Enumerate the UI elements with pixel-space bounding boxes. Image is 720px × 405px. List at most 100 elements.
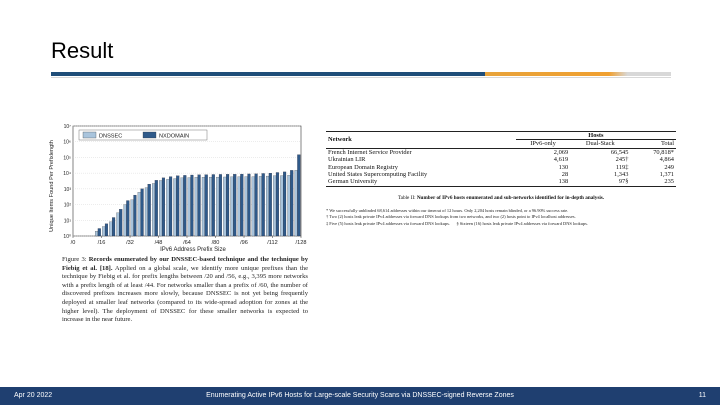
bar-nxdomain: [140, 188, 144, 237]
bar-dnssec: [102, 226, 106, 237]
x-tick-label: /32: [126, 240, 134, 246]
figure-caption: Figure 3: Records enumerated by our DNSS…: [62, 256, 308, 325]
chart-bars: [95, 154, 301, 237]
footer-page-number: 11: [698, 392, 706, 399]
x-tick-label: /48: [155, 240, 163, 246]
bar-dnssec: [137, 192, 141, 237]
bar-nxdomain: [147, 184, 151, 237]
bar-dnssec: [230, 176, 234, 237]
footer-title: Enumerating Active IPv6 Hosts for Large-…: [206, 392, 514, 399]
table-row: Ukrainian LIR 4,619 245† 4,864: [326, 156, 676, 163]
bar-dnssec: [294, 170, 298, 237]
bar-dnssec: [152, 183, 156, 237]
cell-network: German University: [328, 178, 378, 186]
footnote: † Two (2) hosts leak private IPv4 addres…: [326, 214, 576, 220]
caption-body: Applied on a global scale, we identify m…: [62, 264, 308, 324]
cell-network: French Internet Service Provider: [328, 148, 412, 156]
cell-dual-stack: 119‡: [615, 163, 629, 171]
table-caption-bold: Number of IPv6 hosts enumerated and sub-…: [416, 194, 605, 201]
bar-nxdomain: [169, 176, 173, 237]
cell-ipv6-only: 130: [558, 163, 569, 171]
header-network: Network: [328, 136, 352, 144]
caption-lead: Figure 3:: [62, 256, 89, 263]
bar-dnssec: [187, 177, 191, 237]
bar-nxdomain: [197, 174, 201, 237]
cell-network: European Domain Registry: [328, 163, 398, 171]
title-divider-shadow: [51, 77, 671, 78]
bar-dnssec: [130, 199, 134, 237]
cell-dual-stack: 66,545: [610, 148, 629, 156]
title-divider: [51, 72, 671, 76]
y-axis-label: Unique Items Found Per Prefixlength: [49, 140, 55, 232]
bar-dnssec: [223, 176, 227, 237]
bar-dnssec: [116, 212, 120, 237]
bar-dnssec: [109, 221, 113, 237]
cell-total: 249: [664, 163, 674, 171]
bar-dnssec: [194, 177, 198, 237]
bar-nxdomain: [247, 173, 251, 237]
bar-nxdomain: [211, 174, 215, 237]
y-tick-label: 10²: [64, 203, 72, 209]
bar-dnssec: [280, 175, 284, 237]
bar-nxdomain: [261, 173, 265, 237]
y-tick-label: 10¹: [64, 218, 72, 224]
cell-network: United States Supercomputing Facility: [328, 171, 428, 179]
bar-dnssec: [180, 177, 184, 237]
bar-nxdomain: [176, 175, 180, 237]
bar-dnssec: [216, 176, 220, 237]
bar-nxdomain: [133, 194, 137, 237]
x-tick-label: /96: [240, 240, 248, 246]
bar-nxdomain: [154, 180, 158, 237]
bar-nxdomain: [297, 154, 301, 237]
x-tick-label: /0: [71, 240, 76, 246]
bar-nxdomain: [268, 173, 272, 237]
bar-nxdomain: [119, 209, 123, 237]
footer-bar: Apr 20 2022 Enumerating Active IPv6 Host…: [0, 387, 720, 405]
y-tick-label: 10⁷: [64, 124, 72, 130]
y-tick-label: 10⁶: [63, 140, 71, 146]
x-tick-label: /16: [98, 240, 106, 246]
bar-nxdomain: [218, 174, 222, 237]
caption-bold: Records enumerated by our DNSSEC-based t…: [62, 256, 308, 272]
legend-label-nxdomain: NXDOMAIN: [159, 133, 189, 139]
y-tick-label: 10⁰: [63, 234, 71, 240]
header-hosts: Hosts: [515, 131, 676, 141]
cell-ipv6-only: 4,619: [553, 156, 569, 164]
bar-nxdomain: [190, 174, 194, 237]
x-tick-label: /64: [183, 240, 191, 246]
x-tick-labels: /0/16/32/48/64/80/96/112/128: [71, 236, 307, 246]
bar-nxdomain: [126, 200, 130, 237]
bar-nxdomain: [112, 217, 116, 237]
bar-nxdomain: [161, 177, 165, 237]
hosts-table-panel: Network Hosts IPv6-only Dual-Stack Total…: [326, 131, 676, 227]
footer-date: Apr 20 2022: [14, 392, 53, 399]
bar-dnssec: [166, 179, 170, 237]
cell-total: 70,818*: [653, 148, 674, 156]
x-tick-label: /112: [267, 240, 277, 246]
cell-total: 1,371: [659, 171, 674, 179]
bar-dnssec: [266, 175, 270, 237]
bar-nxdomain: [233, 174, 237, 237]
y-tick-label: 10⁴: [63, 171, 71, 177]
x-tick-label: /128: [296, 240, 307, 246]
bar-nxdomain: [183, 175, 187, 237]
header-total: Total: [660, 140, 674, 148]
bar-dnssec: [173, 178, 177, 237]
bar-dnssec: [251, 176, 255, 237]
bar-nxdomain: [283, 171, 287, 237]
table-row: European Domain Registry 130 119‡ 249: [326, 164, 676, 171]
legend-swatch-nxdomain: [142, 131, 157, 139]
table-caption: Table II: Number of IPv6 hosts enumerate…: [326, 195, 676, 201]
bar-dnssec: [201, 177, 205, 237]
bar-nxdomain: [204, 174, 208, 237]
y-tick-label: 10³: [64, 187, 72, 193]
cell-ipv6-only: 28: [561, 171, 569, 179]
footnote: * We successfully unblinded 68,614 addre…: [326, 207, 569, 213]
cell-ipv6-only: 138: [558, 178, 569, 186]
bar-dnssec: [144, 187, 148, 237]
cell-total: 4,864: [659, 156, 674, 164]
chart-legend: DNSSEC NXDOMAIN: [78, 129, 208, 141]
table-row: German University 138 97§ 235: [326, 178, 676, 187]
slide-title: Result: [51, 38, 114, 63]
